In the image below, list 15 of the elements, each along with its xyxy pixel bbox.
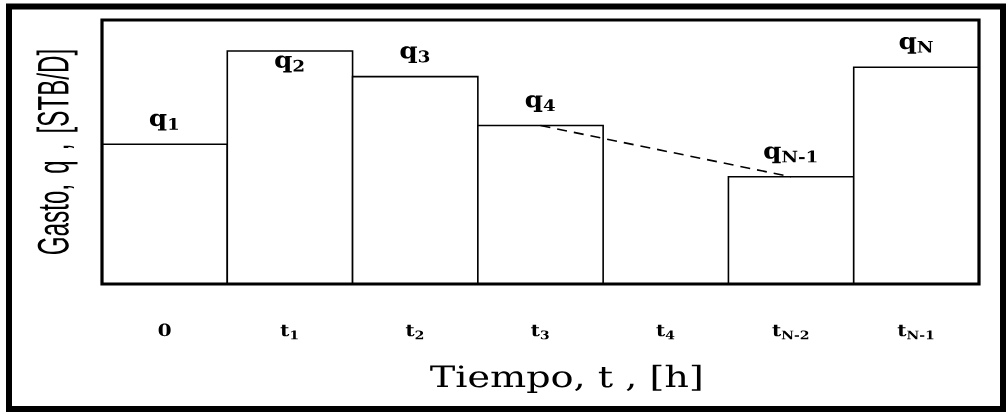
y-axis-title: Gasto, q , [STB/D] — [36, 50, 78, 255]
annotation: q$_{1}$ — [149, 113, 178, 131]
x-tick-label: t$_{1}$ — [280, 324, 298, 340]
x-tick-label: 0 — [158, 323, 171, 337]
x-tick-label: t$_{N-1}$ — [897, 324, 934, 340]
annotation: q$_{N-1}$ — [764, 146, 817, 164]
annotation: q$_{N}$ — [899, 36, 933, 54]
annotation: q$_{3}$ — [400, 46, 430, 64]
x-tick-label: t$_{3}$ — [531, 324, 549, 340]
annotation: q$_{2}$ — [275, 55, 304, 73]
x-tick-label: t$_{N-2}$ — [772, 324, 809, 340]
annotation: q$_{4}$ — [525, 95, 555, 112]
x-tick-label: t$_{2}$ — [405, 324, 424, 340]
x-tick-label: t$_{4}$ — [656, 324, 675, 340]
x-axis-title: Tiempo, t , [h] — [430, 364, 701, 394]
